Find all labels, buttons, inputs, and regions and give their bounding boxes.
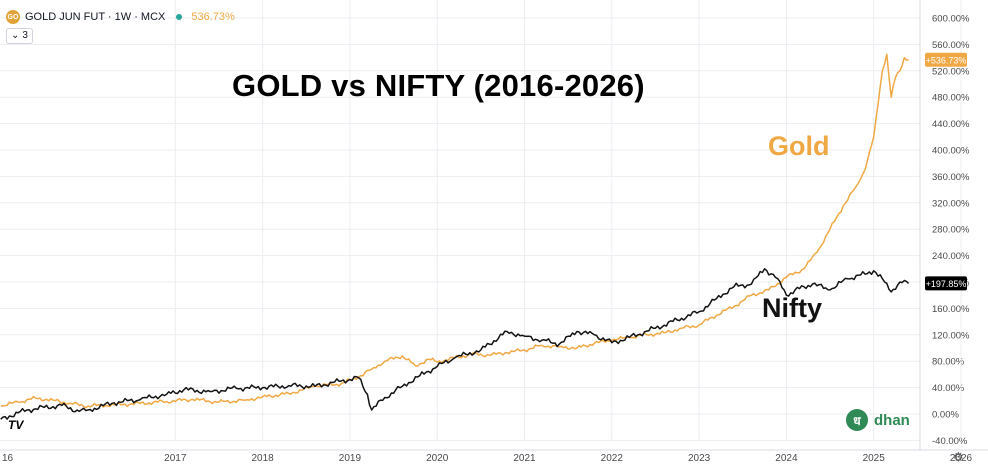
- chart-header[interactable]: GO GOLD JUN FUT · 1W · MCX 536.73%: [6, 8, 235, 26]
- y-tick-label: 440.00%: [932, 119, 970, 130]
- gold-symbol-icon: GO: [6, 10, 20, 24]
- y-tick-label: 80.00%: [932, 357, 965, 368]
- symbol-title[interactable]: GOLD JUN FUT · 1W · MCX: [25, 11, 166, 23]
- y-tick-label: 240.00%: [932, 251, 970, 262]
- x-tick-label: 2026: [950, 453, 973, 464]
- x-tick-label: 2020: [426, 453, 449, 464]
- indicator-count: 3: [22, 30, 28, 41]
- x-tick-label: 2017: [164, 453, 187, 464]
- y-tick-label: 520.00%: [932, 66, 970, 77]
- y-tick-label: 360.00%: [932, 172, 970, 183]
- y-tick-label: 40.00%: [932, 383, 965, 394]
- series-line-gold: [0, 53, 909, 409]
- chart-title: GOLD vs NIFTY (2016-2026): [232, 68, 645, 103]
- series-line-nifty: [0, 268, 910, 420]
- y-tick-label: 560.00%: [932, 40, 970, 51]
- collapse-indicators-button[interactable]: ⌄ 3: [6, 28, 33, 44]
- x-tick-label: 2024: [775, 453, 798, 464]
- dhan-wordmark: dhan: [874, 411, 910, 429]
- y-tick-label: -40.00%: [932, 436, 968, 447]
- dhan-brand: ध dhan: [846, 409, 910, 431]
- dhan-logo-icon: ध: [846, 409, 868, 431]
- x-tick-label: 2023: [688, 453, 711, 464]
- x-tick-label: 16: [2, 453, 14, 464]
- chevron-down-icon: ⌄: [11, 30, 20, 41]
- x-tick-label: 2021: [513, 453, 536, 464]
- header-change: 536.73%: [191, 11, 235, 23]
- y-tick-label: 120.00%: [932, 330, 970, 341]
- last-value-label-gold: +536.73%: [926, 55, 967, 65]
- last-value-label-nifty: +197.85%: [926, 279, 967, 289]
- annotation-nifty: Nifty: [762, 293, 822, 323]
- y-tick-label: 320.00%: [932, 198, 970, 209]
- x-tick-label: 2025: [863, 453, 886, 464]
- y-tick-label: 480.00%: [932, 93, 970, 104]
- last-value-tag-nifty: [925, 276, 967, 291]
- y-tick-label: 280.00%: [932, 225, 970, 236]
- gear-icon[interactable]: ⚙: [953, 450, 964, 464]
- annotation-gold: Gold: [768, 131, 830, 161]
- last-value-tag-gold: [925, 52, 967, 67]
- y-tick-label: 600.00%: [932, 14, 970, 25]
- tradingview-logo-icon[interactable]: TV: [8, 418, 24, 432]
- x-tick-label: 2022: [601, 453, 624, 464]
- y-tick-label: 0.00%: [932, 410, 959, 421]
- y-tick-label: 160.00%: [932, 304, 970, 315]
- y-tick-label: 400.00%: [932, 146, 970, 157]
- market-status-icon: [176, 14, 183, 20]
- x-tick-label: 2018: [251, 453, 274, 464]
- x-tick-label: 2019: [339, 453, 362, 464]
